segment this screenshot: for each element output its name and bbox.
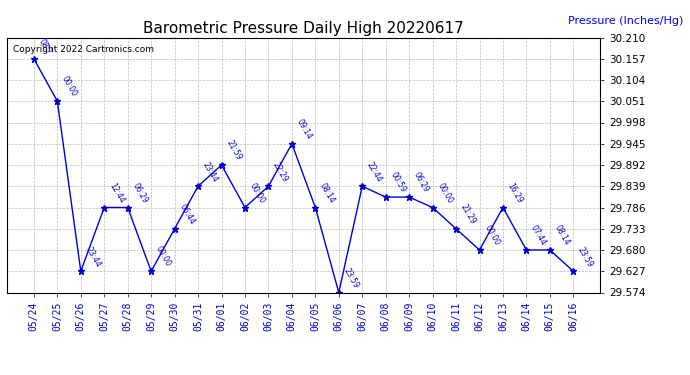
Text: 21:29: 21:29 [459,203,477,226]
Text: Pressure (Inches/Hg): Pressure (Inches/Hg) [568,16,683,26]
Text: 08:14: 08:14 [553,224,571,247]
Text: 23:59: 23:59 [342,266,360,290]
Text: 16:29: 16:29 [506,182,524,205]
Text: 21:59: 21:59 [224,139,243,162]
Text: 00:00: 00:00 [482,224,501,247]
Text: 00:00: 00:00 [60,75,79,99]
Text: 00:00: 00:00 [154,245,172,268]
Text: Copyright 2022 Cartronics.com: Copyright 2022 Cartronics.com [13,45,154,54]
Text: 08:14: 08:14 [318,182,337,205]
Text: 06:29: 06:29 [130,181,149,205]
Text: 23:44: 23:44 [201,160,219,183]
Text: 22:44: 22:44 [365,160,384,183]
Text: 08:?: 08:? [37,38,52,56]
Text: 12:44: 12:44 [107,182,126,205]
Text: 23:59: 23:59 [576,245,595,268]
Text: 09:14: 09:14 [295,117,313,141]
Title: Barometric Pressure Daily High 20220617: Barometric Pressure Daily High 20220617 [144,21,464,36]
Text: 00:00: 00:00 [248,181,266,205]
Text: 06:29: 06:29 [412,171,431,194]
Text: 00:59: 00:59 [388,171,407,194]
Text: 06:44: 06:44 [177,202,196,226]
Text: 07:44: 07:44 [529,224,548,247]
Text: 00:00: 00:00 [435,181,454,205]
Text: 23:44: 23:44 [83,245,102,268]
Text: 22:29: 22:29 [271,160,290,183]
